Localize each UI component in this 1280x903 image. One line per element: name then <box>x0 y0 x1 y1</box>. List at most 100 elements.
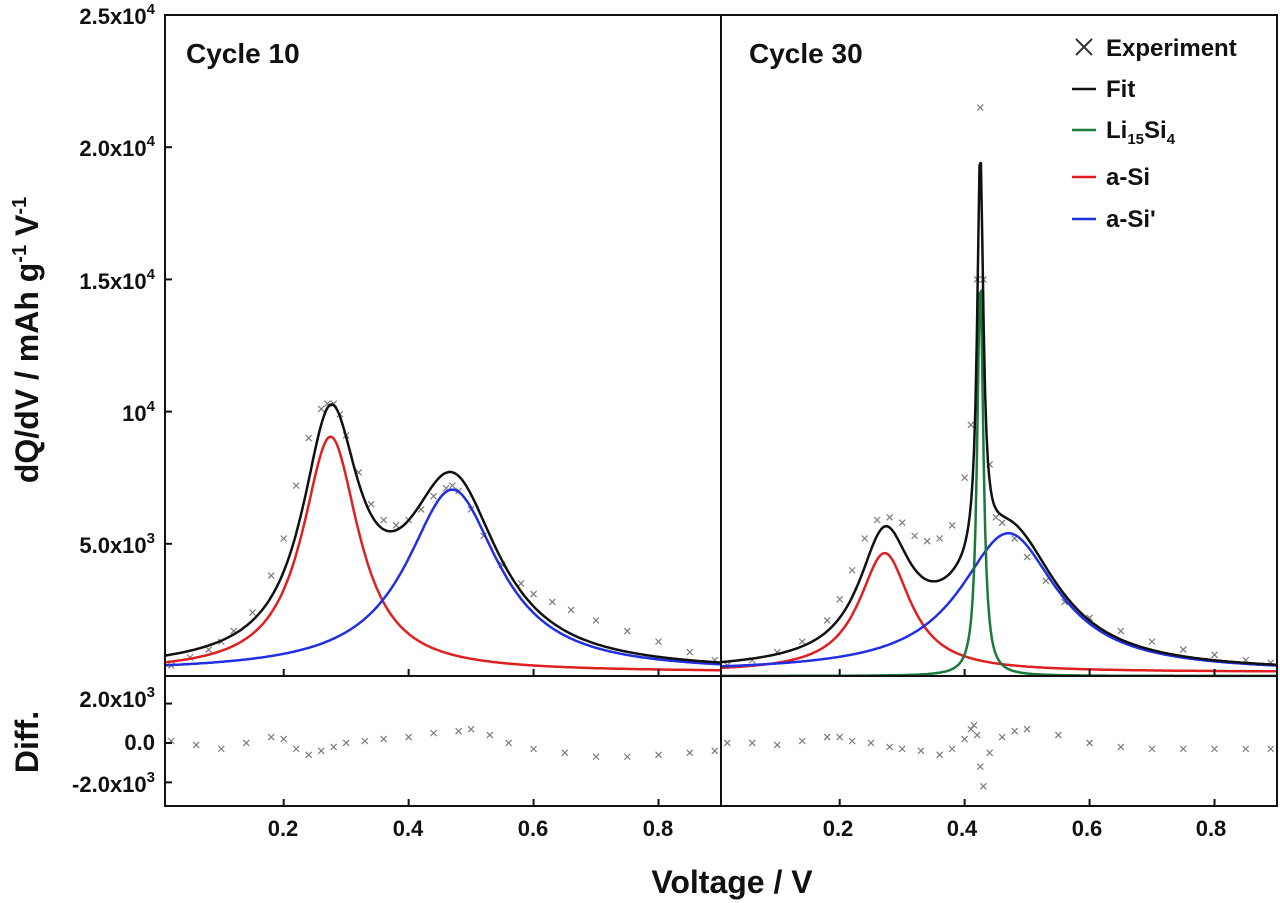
legend-a-si: a-Si <box>1072 164 1150 191</box>
plot-frames <box>164 14 1278 807</box>
y-tick-label: 5.0x103 <box>79 530 155 558</box>
x-tick-label: 0.8 <box>643 816 674 841</box>
diff-marker <box>305 751 313 759</box>
plot-cycle-10 <box>164 400 722 761</box>
experiment-marker <box>205 646 213 653</box>
diff-marker <box>1023 725 1031 733</box>
experiment-marker <box>967 421 975 429</box>
experiment-marker <box>249 609 256 616</box>
diff-marker <box>455 727 463 735</box>
experiment-marker <box>1023 553 1031 561</box>
x-tick-label: 0.2 <box>268 816 299 841</box>
experiment-marker <box>911 532 919 540</box>
x-tick-label: 0.6 <box>518 816 549 841</box>
diff-marker <box>342 739 350 747</box>
diff-marker <box>530 745 538 753</box>
diff-marker <box>623 753 631 761</box>
diff-marker <box>467 725 475 733</box>
experiment-marker <box>448 482 456 490</box>
diff-marker <box>1054 731 1062 739</box>
experiment-marker <box>936 535 944 542</box>
experiment-marker <box>317 405 325 413</box>
experiment-marker <box>517 580 525 587</box>
diff-marker <box>711 747 719 755</box>
tick-marks <box>165 14 1216 806</box>
diff-marker <box>1011 727 1019 735</box>
x-tick-label: 0.6 <box>1072 816 1103 841</box>
experiment-marker <box>267 572 275 579</box>
diff-marker <box>823 733 831 741</box>
diff-marker <box>976 763 984 771</box>
fit-curve <box>720 161 1278 667</box>
experiment-marker <box>686 648 694 656</box>
experiment-marker <box>992 513 1000 521</box>
plot-cycle-30 <box>720 104 1278 790</box>
diff-marker <box>561 749 569 757</box>
diff-marker <box>217 745 225 753</box>
diff-marker <box>292 745 300 753</box>
experiment-marker <box>623 627 631 635</box>
legend-li15si4-label: Li15Si4 <box>1106 117 1176 148</box>
experiment-marker <box>848 566 856 574</box>
diff-marker <box>1117 743 1125 751</box>
diff-marker <box>430 729 438 737</box>
experiment-marker <box>948 521 956 529</box>
main-frame-right <box>720 14 1278 677</box>
diff-marker <box>979 782 987 790</box>
experiment-marker <box>886 513 894 521</box>
diff-tick-label: 0.0 <box>124 730 155 755</box>
diff-marker <box>898 745 906 753</box>
diff-marker <box>961 735 969 743</box>
legend-a-si-prime: a-Si' <box>1072 206 1156 233</box>
diff-marker <box>970 721 978 729</box>
diff-marker <box>748 739 756 747</box>
diff-marker <box>317 747 325 755</box>
diff-marker <box>267 733 275 741</box>
experiment-marker <box>305 434 313 442</box>
y-tick-label: 2.0x104 <box>79 133 155 161</box>
experiment-marker <box>1042 577 1050 585</box>
y-tick-label: 2.5x104 <box>79 1 155 29</box>
diff-marker <box>948 745 956 753</box>
diff-marker <box>242 739 250 747</box>
diff-marker <box>192 741 200 749</box>
experiment-marker <box>530 590 538 598</box>
diff-marker <box>973 731 981 739</box>
experiment-marker <box>430 492 438 500</box>
experiment-marker <box>998 519 1006 527</box>
legend-li15si4: Li15Si4 <box>1072 117 1176 148</box>
diff-marker <box>280 735 288 743</box>
y-axis-title: dQ/dV / mAh g-1 V-1 <box>9 197 45 483</box>
experiment-marker <box>292 482 300 490</box>
main-frame-left <box>164 14 722 677</box>
legend-a-si-label: a-Si <box>1106 164 1150 191</box>
diff-tick-label: -2.0x103 <box>72 769 155 797</box>
a-si-curve <box>720 551 1277 673</box>
x-axis-title: Voltage / V <box>651 864 813 900</box>
experiment-marker <box>961 474 969 482</box>
experiment-marker <box>1148 638 1156 646</box>
diff-marker <box>592 753 600 761</box>
diff-marker <box>330 743 338 751</box>
experiment-marker <box>592 617 600 624</box>
panel-title-cycle-10: Cycle 10 <box>186 38 300 69</box>
experiment-marker <box>548 598 556 606</box>
experiment-marker <box>1179 646 1187 653</box>
diff-tick-label: 2.0x103 <box>79 684 155 712</box>
a-si-curve <box>164 435 721 672</box>
experiment-marker <box>1211 651 1218 659</box>
diff-marker <box>1242 745 1250 753</box>
diff-marker <box>686 749 694 757</box>
diff-marker <box>848 737 856 745</box>
experiment-marker <box>836 595 844 603</box>
y-tick-label: 1.5x104 <box>79 266 155 294</box>
diff-marker <box>486 731 494 739</box>
diff-marker <box>936 751 944 759</box>
diff-axis-title: Diff. <box>9 711 45 773</box>
fit-curve <box>164 403 722 664</box>
legend-experiment-label: Experiment <box>1106 35 1237 62</box>
diff-marker <box>1179 745 1187 753</box>
experiment-marker <box>367 500 375 508</box>
diff-marker <box>773 741 781 749</box>
